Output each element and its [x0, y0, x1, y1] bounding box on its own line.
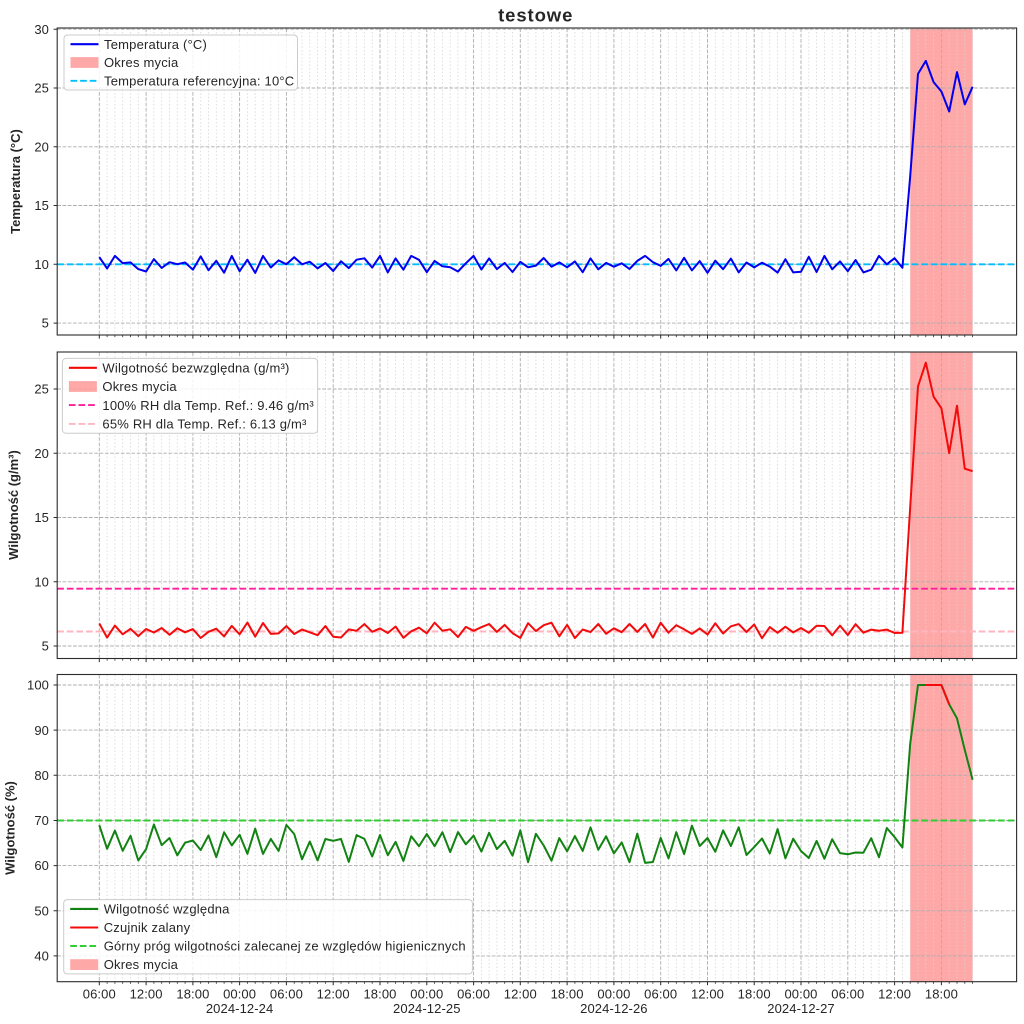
svg-text:70: 70 [34, 813, 49, 828]
svg-text:5: 5 [42, 639, 49, 654]
svg-text:100% RH dla Temp. Ref.: 9.46 g: 100% RH dla Temp. Ref.: 9.46 g/m³ [102, 398, 314, 413]
svg-text:Wilgotność względna: Wilgotność względna [104, 902, 230, 917]
svg-text:60: 60 [34, 858, 49, 873]
svg-text:Temperatura (°C): Temperatura (°C) [8, 129, 23, 234]
svg-text:25: 25 [34, 81, 49, 96]
svg-text:12:00: 12:00 [130, 986, 163, 1001]
svg-text:5: 5 [42, 316, 49, 331]
svg-text:Wilgotność (%): Wilgotność (%) [3, 781, 18, 875]
svg-text:00:00: 00:00 [410, 986, 443, 1001]
svg-text:Wilgotność (g/m³): Wilgotność (g/m³) [6, 450, 21, 560]
svg-text:18:00: 18:00 [738, 986, 771, 1001]
svg-text:00:00: 00:00 [597, 986, 630, 1001]
svg-text:12:00: 12:00 [691, 986, 724, 1001]
svg-text:30: 30 [34, 22, 49, 37]
svg-text:10: 10 [34, 574, 49, 589]
svg-text:100: 100 [27, 678, 49, 693]
svg-text:65% RH dla Temp. Ref.: 6.13 g/: 65% RH dla Temp. Ref.: 6.13 g/m³ [102, 417, 307, 432]
svg-text:2024-12-25: 2024-12-25 [393, 1001, 461, 1016]
svg-text:2024-12-26: 2024-12-26 [580, 1001, 648, 1016]
svg-text:06:00: 06:00 [457, 986, 490, 1001]
svg-text:2024-12-24: 2024-12-24 [206, 1001, 274, 1016]
svg-text:06:00: 06:00 [644, 986, 677, 1001]
svg-text:Okres mycia: Okres mycia [104, 55, 179, 70]
svg-text:90: 90 [34, 723, 49, 738]
svg-text:18:00: 18:00 [176, 986, 209, 1001]
svg-text:18:00: 18:00 [551, 986, 584, 1001]
svg-text:20: 20 [34, 139, 49, 154]
svg-text:12:00: 12:00 [504, 986, 537, 1001]
svg-text:15: 15 [34, 510, 49, 525]
svg-text:Okres mycia: Okres mycia [104, 957, 179, 972]
svg-text:25: 25 [34, 382, 49, 397]
svg-text:06:00: 06:00 [831, 986, 864, 1001]
svg-text:Górny próg wilgotności zalecan: Górny próg wilgotności zalecanej ze wzgl… [104, 939, 466, 954]
svg-text:12:00: 12:00 [317, 986, 350, 1001]
svg-text:06:00: 06:00 [83, 986, 116, 1001]
svg-text:Okres mycia: Okres mycia [102, 379, 177, 394]
svg-text:00:00: 00:00 [784, 986, 817, 1001]
svg-text:15: 15 [34, 198, 49, 213]
svg-text:Temperatura (°C): Temperatura (°C) [104, 37, 207, 52]
svg-text:18:00: 18:00 [925, 986, 958, 1001]
svg-text:18:00: 18:00 [363, 986, 396, 1001]
svg-text:20: 20 [34, 446, 49, 461]
svg-text:10: 10 [34, 257, 49, 272]
svg-text:Wilgotność bezwzględna (g/m³): Wilgotność bezwzględna (g/m³) [102, 360, 289, 375]
svg-text:Temperatura referencyjna: 10°C: Temperatura referencyjna: 10°C [104, 73, 294, 88]
svg-text:2024-12-27: 2024-12-27 [767, 1001, 835, 1016]
svg-text:12:00: 12:00 [878, 986, 911, 1001]
svg-text:06:00: 06:00 [270, 986, 303, 1001]
svg-text:50: 50 [34, 903, 49, 918]
svg-text:testowe: testowe [498, 4, 573, 25]
svg-text:Czujnik zalany: Czujnik zalany [104, 920, 191, 935]
svg-text:80: 80 [34, 768, 49, 783]
svg-text:40: 40 [34, 949, 49, 964]
svg-text:00:00: 00:00 [223, 986, 256, 1001]
